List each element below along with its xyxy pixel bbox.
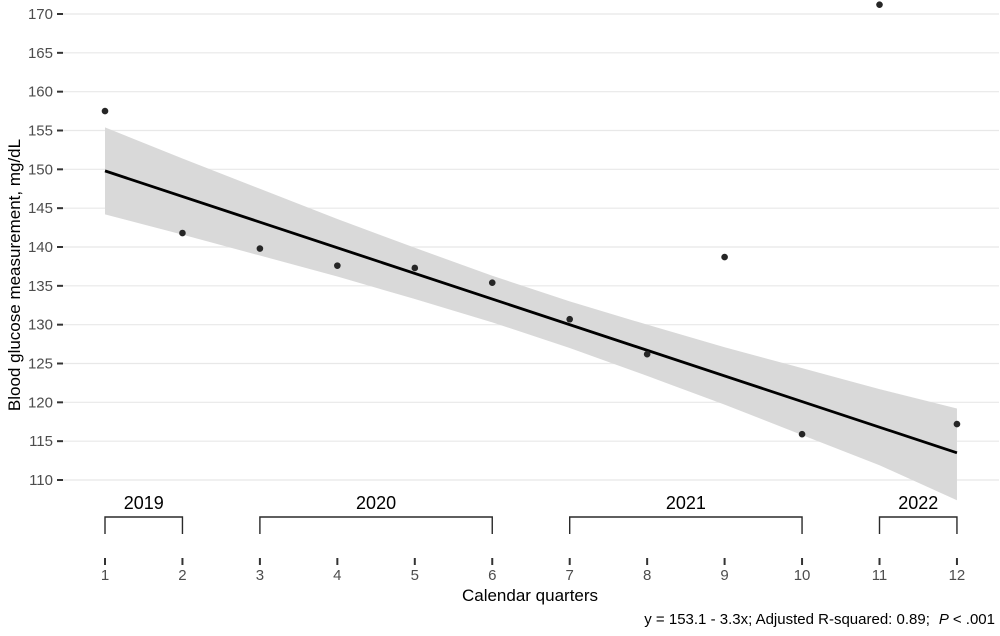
y-tick-label: 135 <box>28 278 53 295</box>
data-point <box>876 1 883 8</box>
x-tick-label: 3 <box>256 567 264 584</box>
y-tick-label: 140 <box>28 239 53 256</box>
y-tick-label: 155 <box>28 123 53 140</box>
regression-annotation: y = 153.1 - 3.3x; Adjusted R-squared: 0.… <box>644 611 995 628</box>
y-tick-label: 110 <box>29 472 53 489</box>
annotation-p-value: < .001 <box>952 611 995 628</box>
y-axis-title: Blood glucose measurement, mg/dL <box>5 138 24 412</box>
year-bracket <box>104 516 184 534</box>
year-bracket <box>878 516 958 534</box>
x-tick-label: 10 <box>794 567 811 584</box>
x-tick-label: 7 <box>566 567 574 584</box>
data-point <box>953 420 961 428</box>
year-bracket <box>569 516 803 534</box>
x-tick-label: 5 <box>411 567 419 584</box>
y-tick-label: 165 <box>28 45 53 62</box>
y-tick-label: 130 <box>28 317 53 334</box>
data-point <box>411 264 419 272</box>
annotation-equation: y = 153.1 - 3.3x; Adjusted R-squared: 0.… <box>644 611 930 628</box>
y-tick-label: 125 <box>28 356 53 373</box>
x-tick-label: 1 <box>101 567 109 584</box>
regression-line <box>104 169 958 455</box>
confidence-band <box>105 127 957 501</box>
data-point <box>179 229 186 237</box>
data-point <box>488 279 496 287</box>
x-axis-title: Calendar quarters <box>461 586 599 605</box>
year-label: 2021 <box>666 493 706 513</box>
data-point <box>566 315 573 323</box>
year-bracket <box>259 516 493 534</box>
x-tick-label: 9 <box>720 567 728 584</box>
y-tick-label: 115 <box>29 433 53 450</box>
data-point <box>798 430 806 438</box>
year-label: 2019 <box>124 493 164 513</box>
x-tick-label: 4 <box>333 567 341 584</box>
data-point <box>101 107 109 115</box>
y-tick-label: 120 <box>28 394 53 411</box>
x-tick-label: 2 <box>178 567 186 584</box>
data-point <box>643 350 651 358</box>
y-tick-label: 170 <box>28 6 53 23</box>
x-tick-label: 11 <box>872 567 888 584</box>
data-point <box>256 245 264 252</box>
data-point <box>334 262 341 269</box>
y-tick-label: 145 <box>28 200 53 217</box>
x-tick-label: 8 <box>643 567 651 584</box>
y-tick-label: 160 <box>28 84 53 101</box>
year-label: 2022 <box>898 493 938 513</box>
annotation-p-symbol: P <box>938 611 949 628</box>
year-label: 2020 <box>356 493 396 513</box>
x-tick-label: 6 <box>488 567 496 584</box>
y-tick-label: 150 <box>28 161 53 178</box>
x-tick-label: 12 <box>949 567 966 584</box>
data-point <box>721 253 728 261</box>
